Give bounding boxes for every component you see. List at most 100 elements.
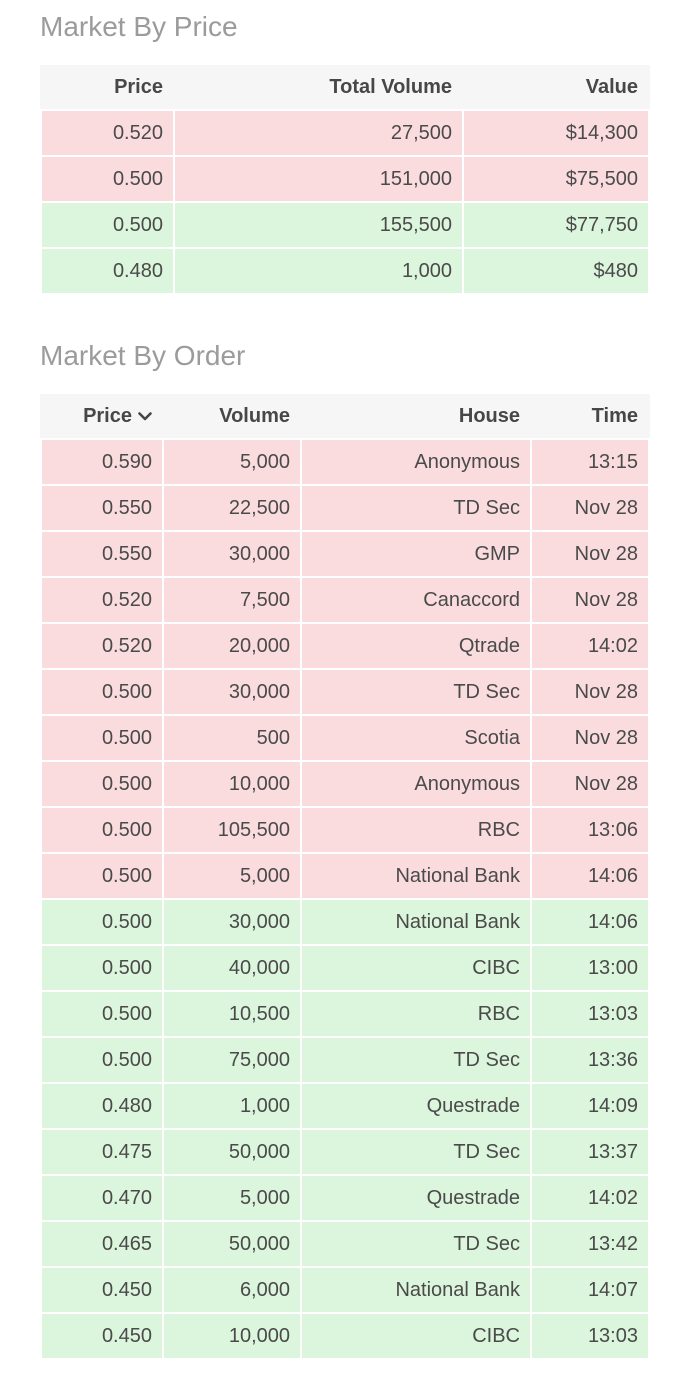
volume-cell: 75,000 bbox=[164, 1038, 300, 1082]
table-row: 0.500 10,500 RBC 13:03 bbox=[40, 992, 650, 1036]
time-cell: Nov 28 bbox=[532, 762, 648, 806]
time-cell: Nov 28 bbox=[532, 578, 648, 622]
column-header-price-sort[interactable]: Price bbox=[42, 394, 162, 438]
column-header-total-volume: Total Volume bbox=[329, 76, 452, 98]
chevron-down-icon bbox=[138, 394, 152, 437]
table-row: 0.500 30,000 TD Sec Nov 28 bbox=[40, 670, 650, 714]
time-cell: 13:15 bbox=[532, 440, 648, 484]
price-cell: 0.480 bbox=[42, 1084, 162, 1128]
house-cell: Questrade bbox=[302, 1084, 530, 1128]
price-cell: 0.465 bbox=[42, 1222, 162, 1266]
time-cell: 13:37 bbox=[532, 1130, 648, 1174]
market-by-order-table: Price Volume House Time 0.590 5,000 Anonym… bbox=[40, 394, 650, 1358]
column-header-time: Time bbox=[591, 405, 638, 427]
table-row: 0.520 7,500 Canaccord Nov 28 bbox=[40, 578, 650, 622]
house-cell: National Bank bbox=[302, 854, 530, 898]
price-cell: 0.500 bbox=[42, 762, 162, 806]
house-cell: Questrade bbox=[302, 1176, 530, 1220]
house-cell: Anonymous bbox=[302, 440, 530, 484]
volume-cell: 40,000 bbox=[164, 946, 300, 990]
volume-cell: 10,000 bbox=[164, 762, 300, 806]
house-cell: CIBC bbox=[302, 1314, 530, 1358]
time-cell: Nov 28 bbox=[532, 486, 648, 530]
volume-cell: 20,000 bbox=[164, 624, 300, 668]
price-cell: 0.520 bbox=[42, 111, 173, 155]
table-row: 0.500 5,000 National Bank 14:06 bbox=[40, 854, 650, 898]
volume-cell: 30,000 bbox=[164, 670, 300, 714]
market-by-order-rows: 0.590 5,000 Anonymous 13:15 0.550 22,500 TD Se… bbox=[40, 440, 650, 1358]
time-cell: 14:09 bbox=[532, 1084, 648, 1128]
price-cell: 0.500 bbox=[42, 157, 173, 201]
table-row: 0.465 50,000 TD Sec 13:42 bbox=[40, 1222, 650, 1266]
price-cell: 0.590 bbox=[42, 440, 162, 484]
price-cell: 0.500 bbox=[42, 203, 173, 247]
table-row: 0.550 22,500 TD Sec Nov 28 bbox=[40, 486, 650, 530]
price-cell: 0.500 bbox=[42, 716, 162, 760]
market-by-price-title: Market By Price bbox=[40, 11, 238, 42]
market-by-order-title: Market By Order bbox=[40, 340, 246, 371]
table-row: 0.520 27,500 $14,300 bbox=[40, 111, 650, 155]
time-cell: 13:03 bbox=[532, 992, 648, 1036]
time-cell: 14:06 bbox=[532, 854, 648, 898]
table-row: 0.500 151,000 $75,500 bbox=[40, 157, 650, 201]
market-by-order-header-row: Price Volume House Time bbox=[40, 394, 650, 438]
table-row: 0.500 500 Scotia Nov 28 bbox=[40, 716, 650, 760]
volume-cell: 500 bbox=[164, 716, 300, 760]
price-cell: 0.500 bbox=[42, 670, 162, 714]
table-row: 0.520 20,000 Qtrade 14:02 bbox=[40, 624, 650, 668]
price-cell: 0.470 bbox=[42, 1176, 162, 1220]
volume-cell: 10,500 bbox=[164, 992, 300, 1036]
volume-cell: 5,000 bbox=[164, 440, 300, 484]
time-cell: 13:03 bbox=[532, 1314, 648, 1358]
column-header-value: Value bbox=[585, 76, 638, 98]
price-cell: 0.475 bbox=[42, 1130, 162, 1174]
price-cell: 0.500 bbox=[42, 900, 162, 944]
market-by-price-header-row: Price Total Volume Value bbox=[40, 65, 650, 109]
table-row: 0.590 5,000 Anonymous 13:15 bbox=[40, 440, 650, 484]
house-cell: National Bank bbox=[302, 900, 530, 944]
table-row: 0.450 6,000 National Bank 14:07 bbox=[40, 1268, 650, 1312]
column-header-price-label: Price bbox=[83, 405, 132, 427]
price-cell: 0.500 bbox=[42, 992, 162, 1036]
price-cell: 0.450 bbox=[42, 1314, 162, 1358]
house-cell: RBC bbox=[302, 808, 530, 852]
table-row: 0.470 5,000 Questrade 14:02 bbox=[40, 1176, 650, 1220]
time-cell: 13:42 bbox=[532, 1222, 648, 1266]
column-header-house: House bbox=[458, 405, 520, 427]
volume-cell: 30,000 bbox=[164, 900, 300, 944]
value-cell: $77,750 bbox=[464, 203, 648, 247]
market-by-order-section: Market By Order Price Volume House Time … bbox=[40, 337, 696, 1358]
time-cell: Nov 28 bbox=[532, 670, 648, 714]
market-by-price-table: Price Total Volume Value 0.520 27,500 $14,… bbox=[40, 65, 650, 293]
price-cell: 0.450 bbox=[42, 1268, 162, 1312]
price-cell: 0.500 bbox=[42, 854, 162, 898]
volume-cell: 50,000 bbox=[164, 1222, 300, 1266]
house-cell: Scotia bbox=[302, 716, 530, 760]
price-cell: 0.520 bbox=[42, 578, 162, 622]
price-cell: 0.480 bbox=[42, 249, 173, 293]
time-cell: 14:02 bbox=[532, 624, 648, 668]
volume-cell: 30,000 bbox=[164, 532, 300, 576]
total-volume-cell: 151,000 bbox=[175, 157, 462, 201]
table-row: 0.480 1,000 $480 bbox=[40, 249, 650, 293]
time-cell: 14:06 bbox=[532, 900, 648, 944]
house-cell: TD Sec bbox=[302, 1222, 530, 1266]
volume-cell: 5,000 bbox=[164, 1176, 300, 1220]
volume-cell: 10,000 bbox=[164, 1314, 300, 1358]
time-cell: Nov 28 bbox=[532, 532, 648, 576]
table-row: 0.550 30,000 GMP Nov 28 bbox=[40, 532, 650, 576]
time-cell: 13:06 bbox=[532, 808, 648, 852]
price-cell: 0.550 bbox=[42, 532, 162, 576]
table-row: 0.480 1,000 Questrade 14:09 bbox=[40, 1084, 650, 1128]
volume-cell: 50,000 bbox=[164, 1130, 300, 1174]
column-header-price: Price bbox=[114, 76, 163, 98]
volume-cell: 6,000 bbox=[164, 1268, 300, 1312]
price-cell: 0.500 bbox=[42, 1038, 162, 1082]
value-cell: $14,300 bbox=[464, 111, 648, 155]
volume-cell: 22,500 bbox=[164, 486, 300, 530]
table-row: 0.500 75,000 TD Sec 13:36 bbox=[40, 1038, 650, 1082]
house-cell: National Bank bbox=[302, 1268, 530, 1312]
value-cell: $75,500 bbox=[464, 157, 648, 201]
column-header-volume: Volume bbox=[219, 405, 290, 427]
